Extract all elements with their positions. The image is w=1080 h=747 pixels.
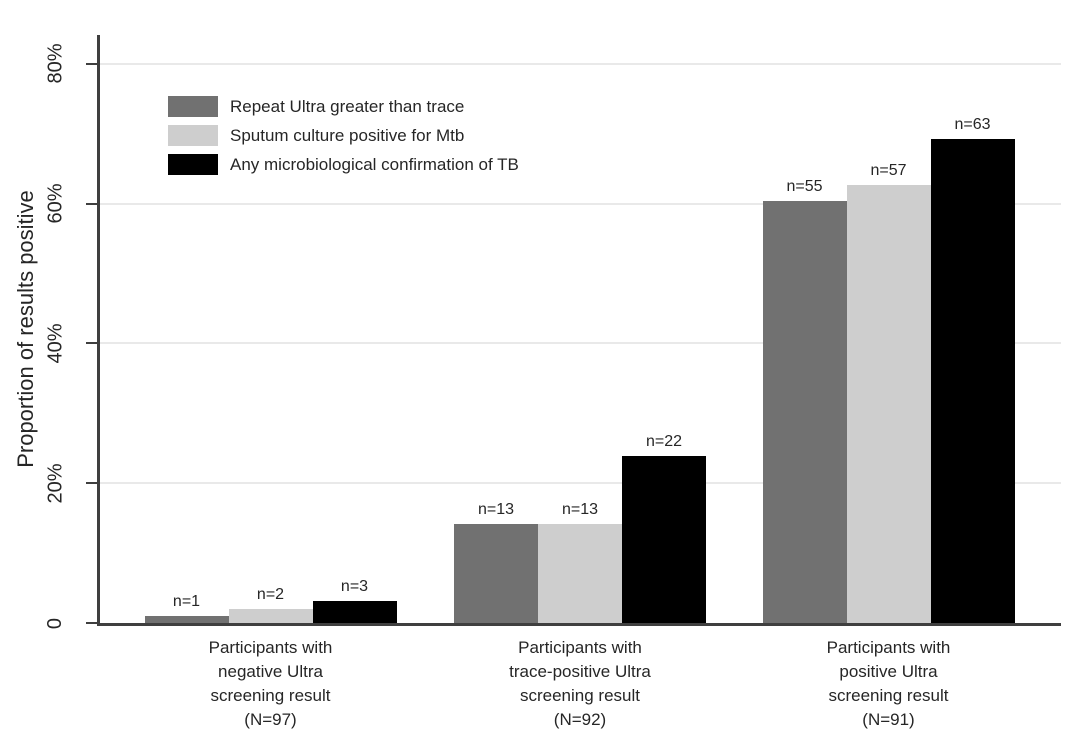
x-axis-category-label-line: negative Ultra [218,662,323,681]
legend-swatch-light-gray [168,125,218,146]
bar-count-label: n=63 [954,116,991,134]
y-axis-tick-label-text: 20% [44,463,67,504]
y-axis-tick-label: 60% [28,176,84,232]
x-axis-category-label-line: Participants with [826,638,951,657]
x-axis-category-label: Participants with negative Ultra screening… [141,636,401,732]
y-axis-tick [86,482,97,485]
gridline-20 [100,482,1061,485]
legend-label: Repeat Ultra greater than trace [230,96,465,116]
x-axis-category-label-line: (N=92) [553,710,607,729]
x-axis-category-label-line: trace-positive Ultra [509,662,651,681]
plot-area: 0 20% 40% 60% 80% n=1 n=2 n=3 Participants with n… [45,35,1061,729]
x-axis-category-label-line: (N=97) [244,710,297,729]
bar-count-label: n=3 [340,578,369,596]
bar-culture-positive [228,608,313,623]
bar-culture-positive [846,185,931,623]
y-axis-tick-label: 0 [28,595,84,651]
x-axis-category-label-line: Participants with [518,638,642,657]
gridline-60 [100,202,1061,205]
bar-count-label: n=2 [256,585,285,603]
legend-row: Any microbiological confirmation of TB [168,154,519,175]
x-axis-category-label: Participants with positive Ultra screening… [759,636,1019,732]
y-axis-tick [86,342,97,345]
bar-any-confirmation [930,139,1015,623]
bar-repeat-ultra [762,200,847,623]
x-axis-category-label-line: screening result [519,686,640,705]
bar-count-label: n=1 [172,592,201,610]
y-axis-tick [86,622,97,624]
bar-count-label: n=22 [645,432,683,450]
y-axis-tick-label: 20% [28,455,84,511]
y-axis-tick-label-text: 40% [44,323,67,364]
gridline-80 [100,62,1061,65]
legend-label: Sputum culture positive for Mtb [230,125,465,145]
y-axis-tick-label-text: 60% [44,183,67,224]
legend-row: Repeat Ultra greater than trace [168,96,519,117]
x-axis-category-label-line: screening result [828,686,949,705]
legend-swatch-black [168,154,218,175]
bar-count-label: n=13 [561,501,599,519]
bar-count-label: n=55 [786,177,823,195]
legend-label: Any microbiological confirmation of TB [230,154,519,174]
x-axis-category-label-line: Participants with [208,638,333,657]
bar-count-label: n=13 [477,501,515,519]
y-axis-tick-label: 40% [28,315,84,371]
bar-any-confirmation [622,455,706,623]
y-axis-tick [86,62,97,65]
bar-repeat-ultra [144,615,229,623]
bar-count-label: n=57 [870,162,907,180]
legend: Repeat Ultra greater than trace Sputum c… [168,96,519,183]
y-axis-tick-label-text: 0 [44,617,67,629]
legend-swatch-dark-gray [168,96,218,117]
y-axis-tick-label-text: 80% [44,43,67,84]
gridline-40 [100,342,1061,345]
bar-culture-positive [538,524,622,623]
bar-repeat-ultra [454,524,538,623]
x-axis-category-label-line: screening result [210,686,331,705]
x-axis-category-label-line: positive Ultra [839,662,938,681]
legend-row: Sputum culture positive for Mtb [168,125,519,146]
y-axis-tick-label: 80% [28,36,84,92]
y-axis-tick [86,202,97,205]
x-axis-category-label: Participants with trace-positive Ultra scr… [450,636,710,732]
x-axis-category-label-line: (N=91) [862,710,915,729]
bar-any-confirmation [312,601,397,623]
